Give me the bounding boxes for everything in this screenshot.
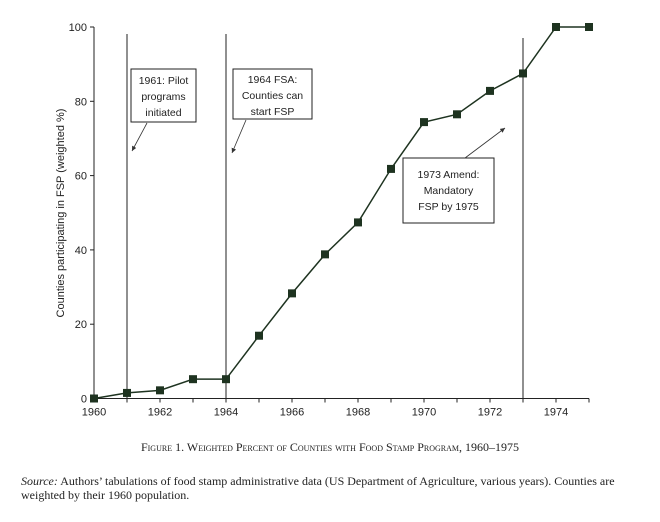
source-text: Authors’ tabulations of food stamp admin…	[21, 474, 615, 502]
x-tick-label: 1964	[214, 407, 238, 419]
data-point-1961	[123, 388, 131, 397]
data-point-1966	[288, 289, 296, 298]
annotation-text: initiated	[145, 107, 181, 119]
x-tick-label: 1968	[346, 407, 370, 419]
source-note: Source: Authors’ tabulations of food sta…	[21, 474, 641, 502]
annotation-box-1964	[232, 68, 313, 120]
data-point-1965	[255, 331, 263, 340]
data-point-1963	[189, 375, 197, 384]
annotation-box-1973	[402, 157, 495, 224]
x-tick-label: 1966	[280, 407, 304, 419]
y-tick-label: 40	[75, 245, 87, 257]
annotation-text: programs	[141, 91, 185, 103]
annotation-arrow-1964	[231, 119, 247, 154]
x-tick-label: 1960	[82, 407, 106, 419]
data-point-1968	[354, 218, 362, 227]
data-point-1974	[552, 23, 560, 31]
annotation-text: Mandatory	[424, 185, 474, 197]
data-point-1973	[519, 69, 527, 78]
annotation-text: 1961: Pilot	[139, 75, 189, 87]
annotation-arrow-1973	[464, 127, 506, 159]
y-tick-label: 60	[75, 171, 87, 183]
x-tick-label: 1970	[412, 407, 436, 419]
data-point-1962	[156, 386, 164, 395]
x-tick-label: 1974	[544, 407, 568, 419]
data-point-1960	[90, 394, 98, 403]
annotation-text: 1973 Amend:	[418, 169, 480, 181]
y-axis-label: Counties participating in FSP (weighted …	[55, 109, 67, 318]
y-tick-label: 100	[69, 22, 87, 34]
data-point-1970	[420, 118, 428, 127]
data-point-1967	[321, 250, 329, 259]
x-tick-label: 1962	[148, 407, 172, 419]
series-line	[93, 26, 589, 400]
data-point-1969	[387, 164, 395, 173]
data-point-1971	[453, 110, 461, 119]
annotation-box-1961	[130, 68, 197, 123]
data-point-1975	[585, 23, 593, 31]
annotation-text: start FSP	[251, 106, 295, 118]
annotation-arrow-1961	[131, 122, 148, 152]
y-tick-label: 20	[75, 319, 87, 331]
annotation-text: 1964 FSA:	[248, 74, 298, 86]
data-point-1972	[486, 86, 494, 95]
figure-caption: Figure 1. Weighted Percent of Counties w…	[140, 440, 520, 454]
source-label: Source:	[21, 474, 58, 488]
y-tick-label: 80	[75, 96, 87, 108]
annotation-text: Counties can	[242, 90, 303, 102]
y-tick-label: 0	[81, 394, 87, 406]
data-point-1964	[222, 375, 230, 384]
x-tick-label: 1972	[478, 407, 502, 419]
annotation-text: FSP by 1975	[418, 201, 479, 213]
